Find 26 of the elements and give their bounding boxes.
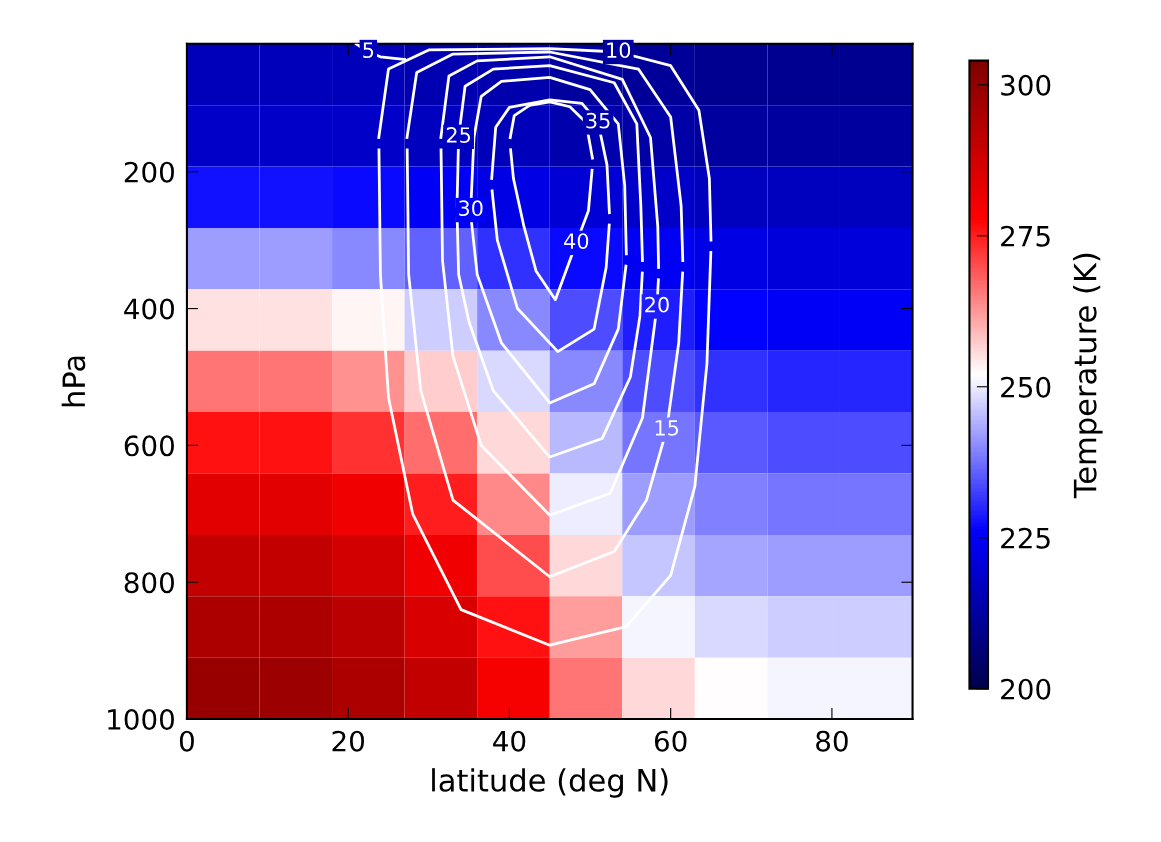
annotation: 5 bbox=[363, 42, 374, 59]
y-tick-label: 200 bbox=[124, 161, 174, 183]
annotation: 40 bbox=[564, 233, 589, 249]
color-bar-label: 225 bbox=[1001, 527, 1050, 549]
y-axis-title: hPa bbox=[61, 356, 86, 407]
y-tick-label: 400 bbox=[124, 298, 174, 320]
x-tick-label: 40 bbox=[493, 730, 526, 752]
y-tick-label: 1000 bbox=[108, 709, 174, 731]
color-bar-label: 300 bbox=[1001, 74, 1051, 96]
x-tick-label: 60 bbox=[654, 730, 687, 752]
x-tick-label: 20 bbox=[332, 730, 364, 752]
x-tick-label: 0 bbox=[179, 730, 194, 752]
color-bar-title: Temperature (K) bbox=[1073, 253, 1103, 499]
x-axis-title: latitude (deg N) bbox=[432, 768, 668, 798]
color-bar-label: 275 bbox=[1001, 225, 1050, 247]
annotation: 15 bbox=[655, 420, 679, 436]
color-bar-label: 250 bbox=[1001, 376, 1051, 398]
y-tick-label: 600 bbox=[124, 435, 174, 457]
annotation: 10 bbox=[607, 42, 631, 59]
color-bar-label: 200 bbox=[1001, 678, 1051, 700]
annotation: 25 bbox=[446, 127, 471, 143]
y-tick-label: 800 bbox=[124, 572, 174, 594]
annotation: 35 bbox=[586, 112, 610, 129]
annotation: 30 bbox=[459, 200, 483, 217]
x-tick-label: 80 bbox=[816, 730, 848, 752]
annotation: 20 bbox=[645, 296, 669, 313]
